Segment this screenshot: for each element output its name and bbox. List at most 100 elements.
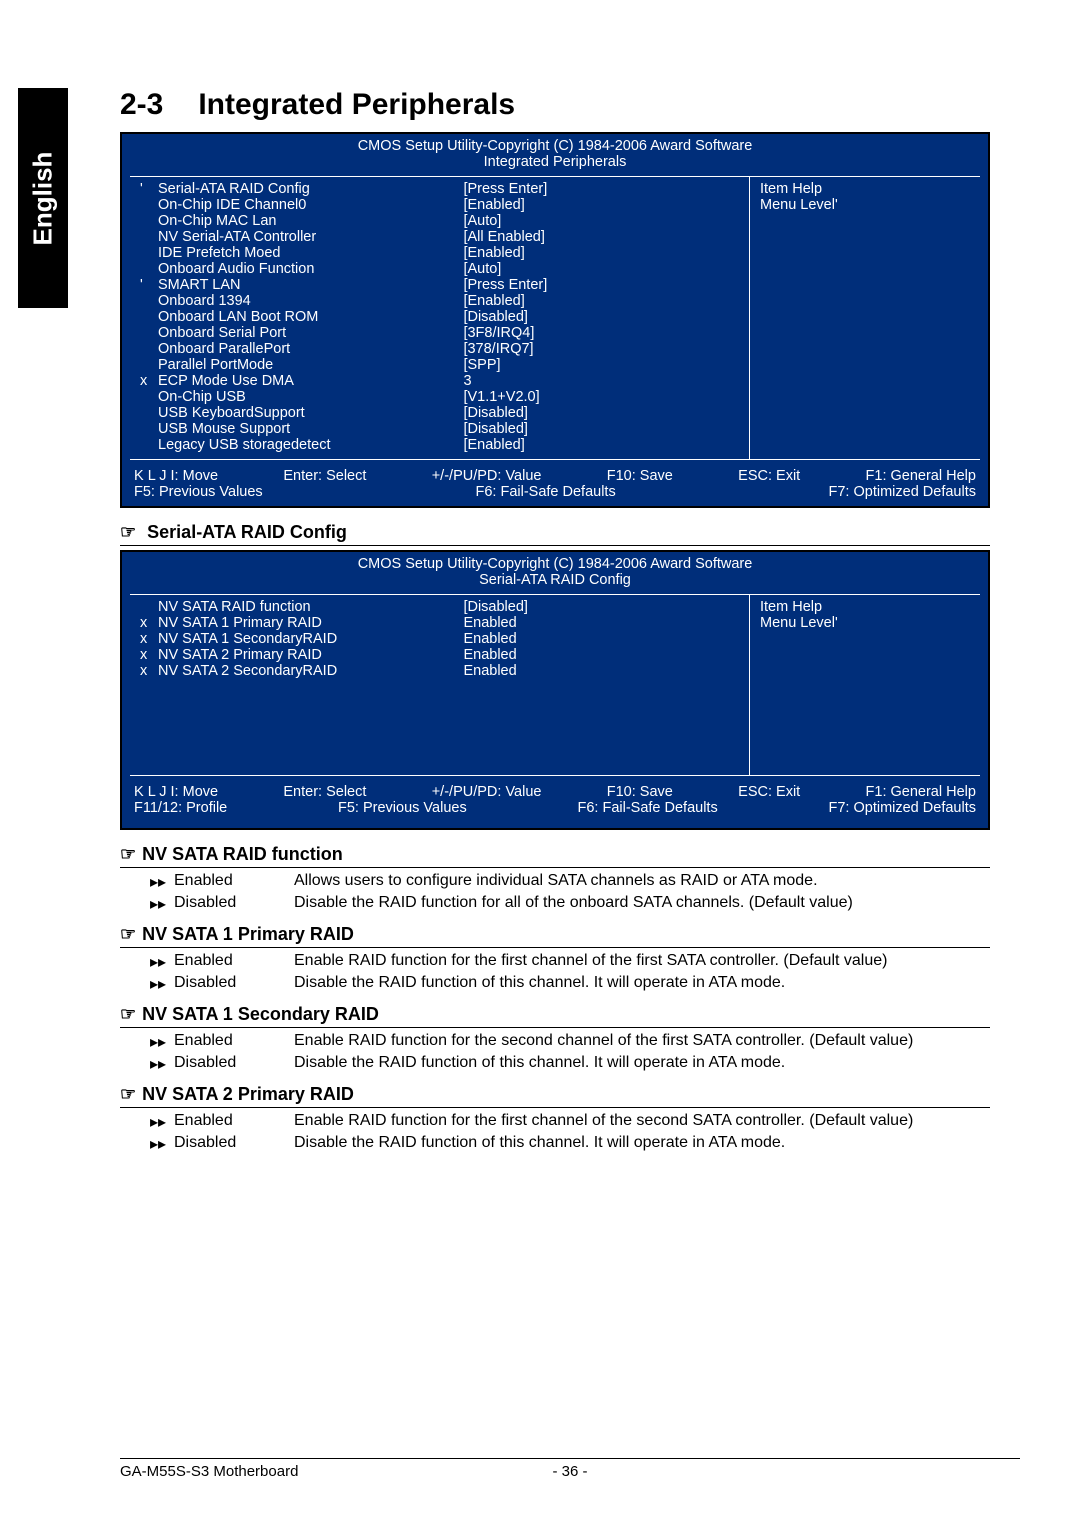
option-description: Disable the RAID function of this channe… [294,1134,990,1154]
row-option-name: Parallel PortMode [158,357,273,373]
language-tab: English [18,88,68,308]
option-heading-label: NV SATA 1 Secondary RAID [142,1004,379,1024]
row-option-value: [All Enabled] [463,229,739,245]
option-row: ▸▸EnabledEnable RAID function for the se… [150,1032,990,1052]
bios-row-label: Onboard LAN Boot ROM [140,309,463,325]
bios-row-label: USB KeyboardSupport [140,405,463,421]
bullet-icon: ▸▸ [150,872,174,892]
row-option-name: On-Chip MAC Lan [158,213,276,229]
row-option-name: On-Chip USB [158,389,246,405]
footer-key-hint: F1: General Help [866,468,976,484]
item-help-title: Item Help [760,599,970,615]
bios-screen-sata-raid-config: CMOS Setup Utility-Copyright (C) 1984-20… [120,550,990,830]
row-option-name: NV SATA 1 SecondaryRAID [158,631,337,647]
option-key: Disabled [174,894,294,914]
option-description: Allows users to configure individual SAT… [294,872,990,892]
option-heading-label: NV SATA RAID function [142,844,343,864]
footer-key-hint: F10: Save [607,468,673,484]
row-option-name: SMART LAN [158,277,240,293]
option-key: Disabled [174,974,294,994]
option-row: ▸▸DisabledDisable the RAID function of t… [150,1054,990,1074]
bios-row-label: xNV SATA 2 SecondaryRAID [140,663,463,679]
row-option-name: USB Mouse Support [158,421,290,437]
bios-row-label: Onboard Audio Function [140,261,463,277]
row-option-value: [Disabled] [463,421,739,437]
bios-header-line2: Integrated Peripherals [122,154,988,170]
row-option-value: [3F8/IRQ4] [463,325,739,341]
option-heading: ☞ NV SATA 1 Secondary RAID [120,1004,990,1028]
footer-key-hint: +/-/PU/PD: Value [432,468,542,484]
row-option-value: [378/IRQ7] [463,341,739,357]
bios-screen-integrated-peripherals: CMOS Setup Utility-Copyright (C) 1984-20… [120,132,990,508]
bullet-icon: ▸▸ [150,1112,174,1132]
row-option-name: NV SATA 1 Primary RAID [158,615,322,631]
row-marker [140,341,158,357]
option-description: Disable the RAID function for all of the… [294,894,990,914]
menu-level-label: Menu Level' [760,197,970,213]
page-footer: GA-M55S-S3 Motherboard - 36 - [120,1458,1020,1480]
bios-row-label: xNV SATA 1 SecondaryRAID [140,631,463,647]
row-marker: x [140,373,158,389]
option-description: Enable RAID function for the first chann… [294,952,990,972]
bullet-icon: ▸▸ [150,974,174,994]
footer-key-hint: F6: Fail-Safe Defaults [475,484,615,500]
option-row: ▸▸DisabledDisable the RAID function of t… [150,974,990,994]
row-marker [140,357,158,373]
option-key: Enabled [174,872,294,892]
bios-row-label: Legacy USB storagedetect [140,437,463,453]
footer-key-hint: F5: Previous Values [338,800,467,816]
footer-key-hint: F11/12: Profile [134,800,227,816]
section-number: 2-3 [120,88,190,122]
pointer-icon: ☞ [120,1004,136,1024]
row-option-value: [V1.1+V2.0] [463,389,739,405]
footer-key-hint: K L J I: Move [134,784,218,800]
option-heading-label: NV SATA 2 Primary RAID [142,1084,354,1104]
row-marker: x [140,663,158,679]
footer-key-hint: F6: Fail-Safe Defaults [577,800,717,816]
row-option-name: NV SATA 2 Primary RAID [158,647,322,663]
row-option-value: Enabled [463,615,739,631]
bios-row-label: On-Chip USB [140,389,463,405]
option-row: ▸▸DisabledDisable the RAID function for … [150,894,990,914]
bios-row-label: NV Serial-ATA Controller [140,229,463,245]
option-description: Enable RAID function for the first chann… [294,1112,990,1132]
row-marker [140,389,158,405]
bullet-icon: ▸▸ [150,894,174,914]
bios-row-label: Onboard 1394 [140,293,463,309]
option-description: Disable the RAID function of this channe… [294,1054,990,1074]
row-marker [140,245,158,261]
row-option-value: [Press Enter] [463,181,739,197]
bullet-icon: ▸▸ [150,1134,174,1154]
row-option-name: Onboard Serial Port [158,325,286,341]
row-marker [140,437,158,453]
row-option-name: Onboard Audio Function [158,261,314,277]
option-key: Disabled [174,1054,294,1074]
option-heading: ☞NV SATA 2 Primary RAID [120,1084,990,1108]
row-option-name: Onboard ParallePort [158,341,290,357]
bios-row-label: 'SMART LAN [140,277,463,293]
row-option-name: Onboard LAN Boot ROM [158,309,318,325]
bios-row-label: On-Chip MAC Lan [140,213,463,229]
row-option-name: Serial-ATA RAID Config [158,181,310,197]
bullet-icon: ▸▸ [150,1032,174,1052]
row-marker [140,405,158,421]
bios-header-line1: CMOS Setup Utility-Copyright (C) 1984-20… [122,556,988,572]
sub-heading-serial-ata-raid-config: ☞ Serial-ATA RAID Config [120,522,990,546]
bios-row-label: 'Serial-ATA RAID Config [140,181,463,197]
row-option-name: Legacy USB storagedetect [158,437,331,453]
row-marker: x [140,631,158,647]
bios-header-line1: CMOS Setup Utility-Copyright (C) 1984-20… [122,138,988,154]
bios-header: CMOS Setup Utility-Copyright (C) 1984-20… [122,552,988,592]
item-help-title: Item Help [760,181,970,197]
row-marker: ' [140,181,158,197]
footer-key-hint: K L J I: Move [134,468,218,484]
bullet-icon: ▸▸ [150,1054,174,1074]
row-marker [140,599,158,615]
footer-key-hint: F10: Save [607,784,673,800]
option-heading: ☞NV SATA 1 Primary RAID [120,924,990,948]
option-heading-label: NV SATA 1 Primary RAID [142,924,354,944]
bios-row-label: xECP Mode Use DMA [140,373,463,389]
language-tab-label: English [28,151,59,245]
row-option-name: Onboard 1394 [158,293,251,309]
bios-footer-keys: K L J I: MoveEnter: Select+/-/PU/PD: Val… [122,466,988,506]
